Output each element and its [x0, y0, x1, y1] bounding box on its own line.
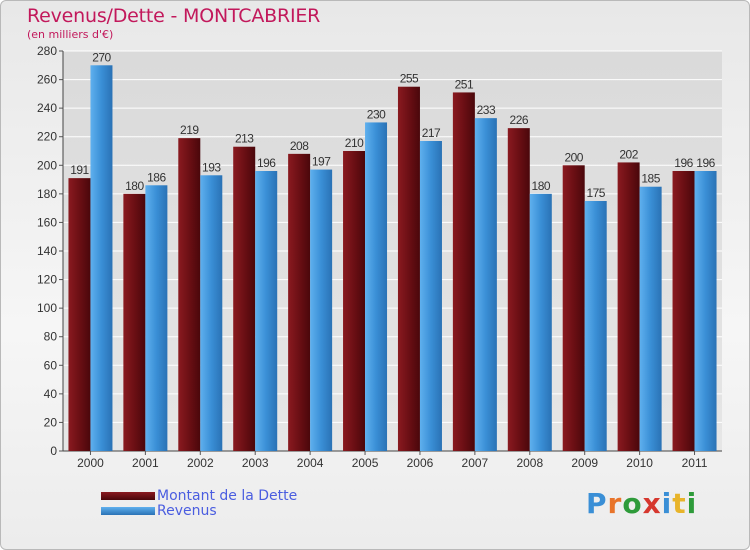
- x-tick-label: 2005: [352, 456, 379, 470]
- data-label-revenus-2006: 217: [422, 126, 441, 140]
- data-label-revenus-2003: 196: [257, 156, 276, 170]
- legend: Montant de la Dette Revenus: [101, 487, 298, 519]
- y-tick-label: 280: [37, 44, 57, 58]
- y-tick-label: 240: [37, 101, 57, 115]
- bar-dette-2009: [562, 165, 585, 452]
- legend-swatch-revenus: [101, 506, 155, 515]
- y-tick-label: 100: [37, 301, 57, 315]
- bar-dette-2003: [233, 146, 256, 451]
- data-label-dette-2000: 191: [70, 163, 89, 177]
- bar-revenus-2005: [365, 122, 388, 451]
- data-label-dette-2005: 210: [345, 136, 364, 150]
- bar-dette-2007: [452, 92, 475, 451]
- data-label-dette-2007: 251: [455, 77, 474, 91]
- bar-revenus-2000: [90, 65, 113, 452]
- data-label-dette-2006: 255: [400, 72, 419, 86]
- bar-dette-2002: [178, 138, 201, 451]
- y-tick-label: 120: [37, 273, 57, 287]
- bar-revenus-2001: [145, 185, 168, 452]
- x-tick-label: 2003: [242, 456, 269, 470]
- bar-revenus-2010: [639, 186, 662, 451]
- y-tick-label: 200: [37, 158, 57, 172]
- data-label-revenus-2001: 186: [147, 170, 166, 184]
- bar-dette-2001: [123, 193, 146, 451]
- y-tick-label: 80: [44, 330, 58, 344]
- y-tick-label: 160: [37, 215, 57, 229]
- data-label-dette-2003: 213: [235, 132, 254, 146]
- x-tick-label: 2008: [516, 456, 543, 470]
- legend-swatch-dette: [101, 491, 155, 500]
- data-label-revenus-2011: 196: [696, 156, 715, 170]
- data-label-revenus-2009: 175: [586, 186, 605, 200]
- proxiti-logo: Proxiti: [586, 487, 698, 520]
- data-label-dette-2008: 226: [510, 113, 529, 127]
- bar-revenus-2006: [419, 141, 442, 451]
- y-tick-label: 140: [37, 244, 57, 258]
- y-tick-label: 180: [37, 187, 57, 201]
- bar-dette-2010: [617, 162, 640, 451]
- y-tick-label: 40: [44, 387, 58, 401]
- data-label-revenus-2010: 185: [641, 172, 660, 186]
- y-tick-label: 60: [44, 358, 58, 372]
- legend-item-revenus: Revenus: [101, 502, 297, 519]
- data-label-dette-2010: 202: [619, 147, 638, 161]
- bar-revenus-2011: [694, 171, 717, 451]
- bar-revenus-2008: [529, 193, 552, 451]
- data-label-dette-2009: 200: [564, 150, 583, 164]
- bar-revenus-2003: [255, 171, 278, 451]
- bar-revenus-2007: [474, 118, 497, 452]
- bar-revenus-2009: [584, 201, 607, 451]
- chart-title: Revenus/Dette - MONTCABRIER: [27, 5, 321, 27]
- data-label-dette-2011: 196: [674, 156, 693, 170]
- x-tick-label: 2002: [187, 456, 214, 470]
- data-label-dette-2002: 219: [180, 123, 199, 137]
- bar-dette-2008: [507, 128, 530, 451]
- y-tick-label: 220: [37, 130, 57, 144]
- y-tick-label: 260: [37, 73, 57, 87]
- bar-dette-2011: [672, 171, 695, 451]
- bar-dette-2005: [343, 151, 366, 451]
- data-label-revenus-2002: 193: [202, 160, 221, 174]
- y-tick-label: 0: [50, 444, 57, 458]
- chart-subtitle: (en milliers d'€): [27, 28, 114, 41]
- data-label-dette-2004: 208: [290, 139, 309, 153]
- bar-dette-2006: [397, 86, 420, 451]
- bar-revenus-2004: [310, 169, 333, 452]
- data-label-revenus-2008: 180: [532, 179, 551, 193]
- x-tick-label: 2007: [462, 456, 489, 470]
- data-label-revenus-2000: 270: [92, 50, 111, 64]
- x-tick-label: 2004: [297, 456, 324, 470]
- x-tick-label: 2010: [626, 456, 653, 470]
- data-label-revenus-2007: 233: [477, 103, 496, 117]
- legend-label-dette: Montant de la Dette: [157, 487, 298, 504]
- y-tick-label: 20: [44, 415, 58, 429]
- bar-revenus-2002: [200, 175, 223, 452]
- data-label-revenus-2004: 197: [312, 155, 331, 169]
- legend-label-revenus: Revenus: [157, 502, 217, 519]
- x-tick-label: 2006: [407, 456, 434, 470]
- x-tick-label: 2001: [132, 456, 159, 470]
- x-tick-label: 2009: [571, 456, 598, 470]
- bar-dette-2004: [288, 153, 311, 451]
- bar-dette-2000: [68, 178, 91, 451]
- legend-item-dette: Montant de la Dette: [101, 487, 298, 504]
- x-tick-label: 2011: [682, 456, 708, 470]
- data-label-revenus-2005: 230: [367, 107, 386, 121]
- data-label-dette-2001: 180: [125, 179, 144, 193]
- x-tick-label: 2000: [77, 456, 104, 470]
